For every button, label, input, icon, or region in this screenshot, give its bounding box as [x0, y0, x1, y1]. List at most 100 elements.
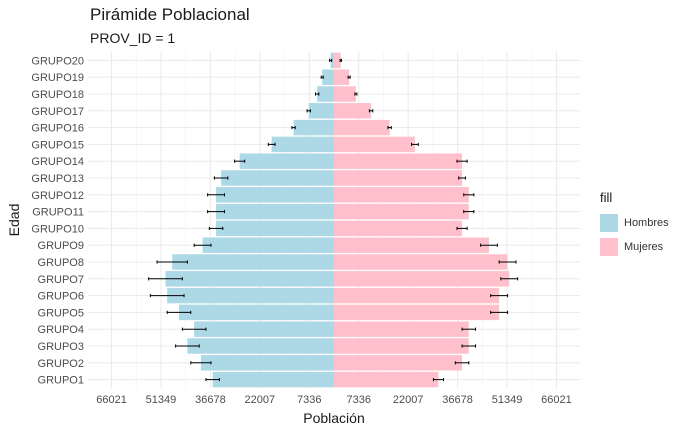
errorbar-hombres [306, 109, 311, 113]
legend-swatch-mujeres [600, 238, 618, 256]
errorbar-hombres [181, 327, 207, 331]
errorbar-mujeres [480, 243, 498, 247]
bar-mujeres [334, 321, 469, 337]
bar-mujeres [334, 86, 356, 102]
y-tick-label: GRUPO10 [31, 223, 84, 235]
errorbar-mujeres [354, 92, 358, 96]
y-tick-label: GRUPO15 [31, 139, 84, 151]
x-tick-label: 51349 [492, 394, 523, 406]
bar-hombres [172, 254, 334, 270]
errorbar-mujeres [432, 378, 445, 382]
errorbar-hombres [193, 243, 212, 247]
legend: fill Hombres Mujeres [600, 190, 669, 259]
x-tick-label: 7336 [346, 394, 370, 406]
legend-swatch-hombres [600, 214, 618, 232]
x-tick-label: 22007 [393, 394, 424, 406]
errorbar-hombres [148, 277, 183, 281]
legend-title: fill [600, 190, 613, 205]
y-tick-label: GRUPO18 [31, 89, 84, 101]
y-tick-label: GRUPO7 [38, 274, 84, 286]
bar-mujeres [334, 355, 463, 371]
y-tick-label: GRUPO6 [38, 291, 84, 303]
errorbar-hombres [175, 344, 200, 348]
errorbar-hombres [149, 294, 185, 298]
x-tick-label: 36678 [195, 394, 226, 406]
bar-mujeres [334, 153, 463, 169]
y-tick-label: GRUPO2 [38, 358, 84, 370]
bar-mujeres [334, 371, 439, 388]
bar-hombres [308, 103, 334, 119]
errorbar-hombres [320, 75, 324, 79]
bar-hombres [221, 170, 334, 186]
bar-hombres [187, 338, 334, 354]
x-tick-label: 22007 [245, 394, 276, 406]
bar-hombres [293, 119, 334, 136]
bar-mujeres [334, 338, 469, 354]
y-tick-label: GRUPO11 [32, 207, 84, 219]
bar-mujeres [334, 103, 372, 119]
bar-mujeres [334, 237, 490, 253]
y-tick-label: GRUPO4 [38, 324, 84, 336]
errorbar-mujeres [490, 310, 509, 314]
legend-label-mujeres: Mujeres [624, 241, 664, 253]
y-tick-label: GRUPO16 [31, 123, 84, 135]
y-tick-label: GRUPO20 [31, 55, 84, 67]
errorbar-mujeres [456, 159, 468, 163]
errorbar-hombres [329, 58, 333, 62]
errorbar-hombres [156, 260, 188, 264]
errorbar-mujeres [461, 344, 477, 348]
bar-hombres [322, 69, 334, 85]
bar-hombres [178, 304, 334, 321]
bar-hombres [202, 237, 334, 253]
x-tick-label: 36678 [442, 394, 473, 406]
bar-mujeres [334, 254, 508, 270]
errorbar-mujeres [490, 294, 509, 298]
y-tick-label: GRUPO8 [38, 257, 84, 269]
errorbar-mujeres [411, 142, 419, 146]
errorbar-mujeres [463, 193, 475, 197]
errorbar-mujeres [347, 75, 351, 79]
bar-mujeres [334, 271, 510, 287]
chart-title: Pirámide Poblacional [90, 5, 250, 24]
errorbar-hombres [291, 126, 296, 130]
errorbar-mujeres [500, 277, 519, 281]
y-tick-label: GRUPO5 [38, 307, 84, 319]
bar-mujeres [334, 119, 390, 136]
y-tick-label: GRUPO17 [31, 106, 84, 118]
bar-mujeres [334, 136, 415, 153]
bar-hombres [165, 271, 334, 287]
bar-mujeres [334, 203, 469, 220]
x-tick-label: 66021 [541, 394, 572, 406]
legend-label-hombres: Hombres [624, 217, 669, 229]
bar-hombres [167, 287, 334, 304]
bar-hombres [200, 355, 334, 371]
y-tick-label: GRUPO14 [31, 156, 84, 168]
errorbar-hombres [207, 193, 225, 197]
bar-hombres [212, 371, 334, 388]
errorbar-mujeres [456, 226, 468, 230]
bar-mujeres [334, 187, 469, 203]
errorbar-mujeres [461, 327, 477, 331]
errorbar-mujeres [463, 210, 475, 214]
bar-mujeres [334, 52, 341, 69]
y-tick-label: GRUPO13 [31, 173, 84, 185]
bar-mujeres [334, 287, 500, 304]
legend-item-mujeres: Mujeres [600, 235, 669, 259]
bar-mujeres [334, 220, 463, 237]
errorbar-hombres [314, 92, 320, 96]
errorbar-mujeres [387, 126, 392, 130]
bar-hombres [317, 86, 334, 102]
y-tick-label: GRUPO1 [38, 375, 84, 387]
bar-mujeres [334, 69, 350, 85]
errorbar-hombres [205, 378, 220, 382]
chart-subtitle: PROV_ID = 1 [90, 30, 176, 46]
errorbar-mujeres [368, 109, 374, 113]
errorbar-hombres [234, 159, 246, 163]
errorbar-mujeres [458, 176, 466, 180]
errorbar-hombres [213, 176, 229, 180]
bar-mujeres [334, 304, 500, 321]
bar-hombres [216, 220, 334, 237]
y-tick-label: GRUPO9 [38, 240, 84, 252]
y-tick-label: GRUPO12 [31, 190, 84, 202]
y-tick-label: GRUPO3 [38, 341, 84, 353]
